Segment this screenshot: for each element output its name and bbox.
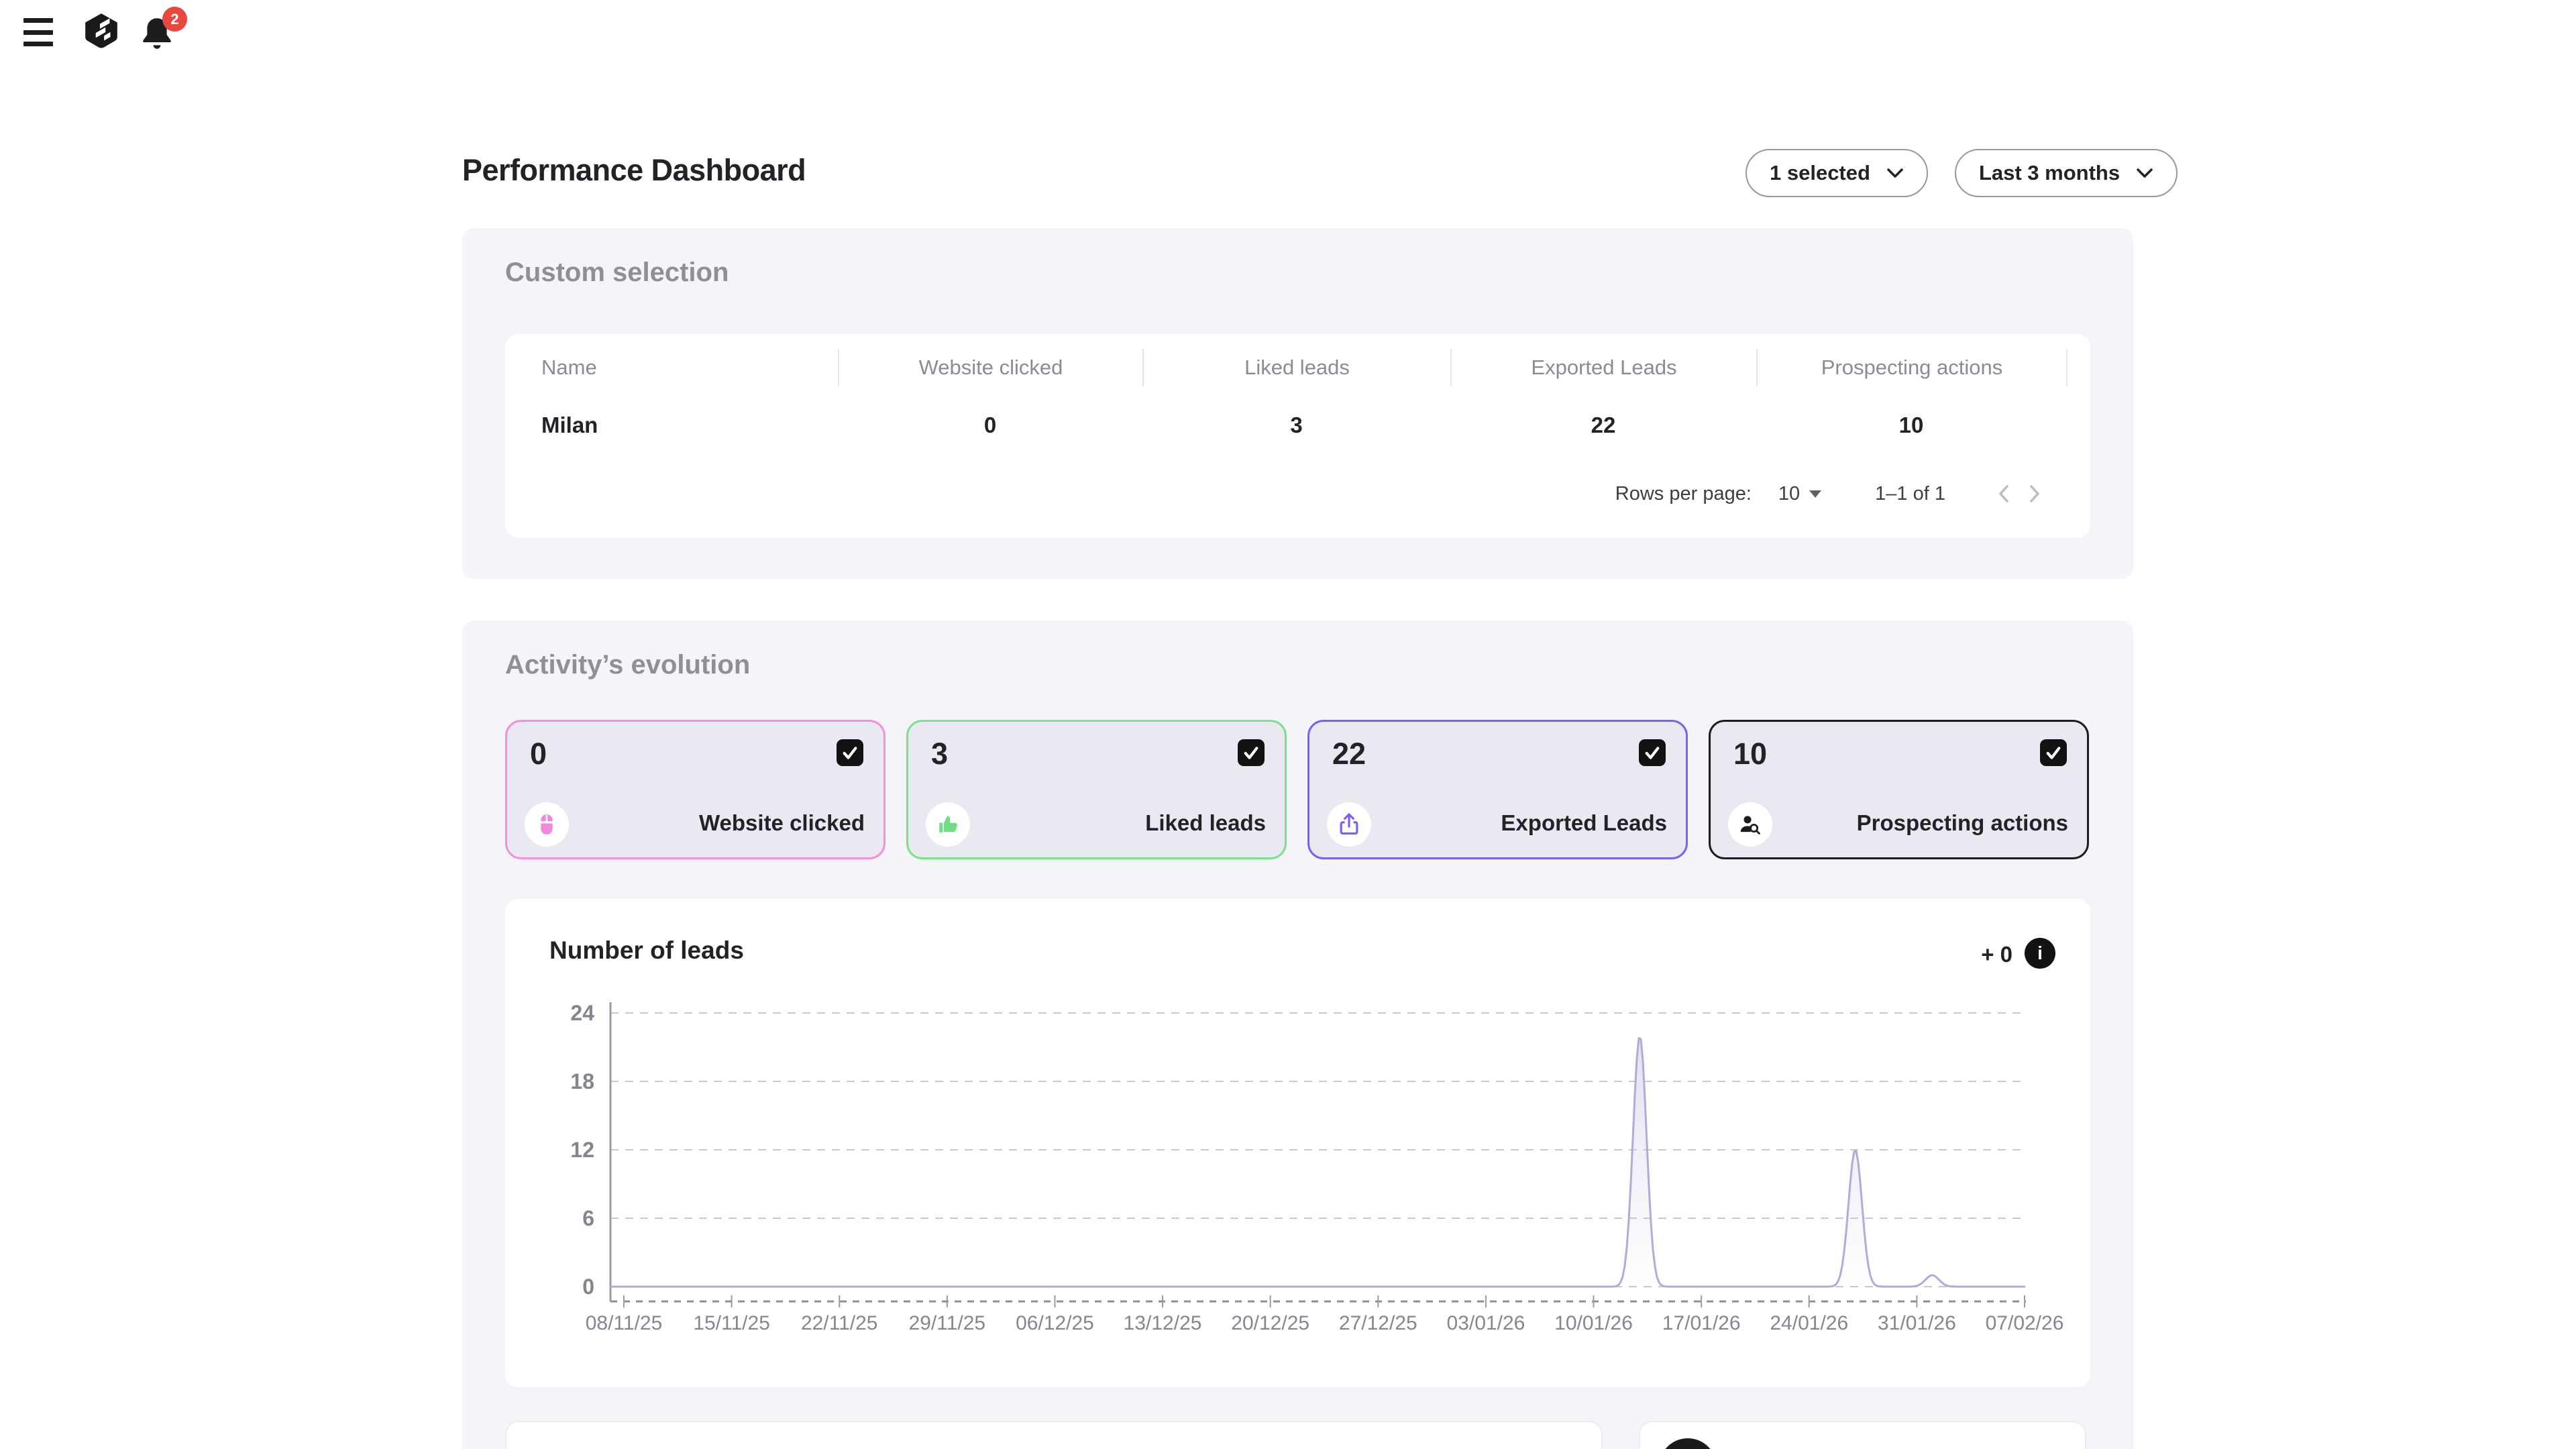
- custom-selection-panel: Custom selection Name Website clicked Li…: [462, 228, 2133, 579]
- activity-evolution-heading: Activity’s evolution: [505, 650, 750, 680]
- rows-per-page-value: 10: [1778, 483, 1800, 505]
- svg-text:24: 24: [570, 1001, 594, 1025]
- header-filters: 1 selected Last 3 months: [1746, 149, 2178, 197]
- thumbs-up-icon: [926, 802, 970, 847]
- svg-text:13/12/25: 13/12/25: [1124, 1312, 1202, 1334]
- page-title: Performance Dashboard: [462, 153, 806, 188]
- chevron-left-icon: [1993, 482, 2016, 505]
- app-logo-icon[interactable]: [83, 12, 119, 51]
- table-header-row: Name Website clicked Liked leads Exporte…: [505, 349, 2090, 386]
- svg-text:31/01/26: 31/01/26: [1878, 1312, 1956, 1334]
- notification-badge: 2: [162, 7, 187, 32]
- stat-value: 3: [931, 737, 948, 771]
- svg-text:07/02/26: 07/02/26: [1986, 1312, 2064, 1334]
- svg-text:08/11/25: 08/11/25: [586, 1312, 663, 1334]
- custom-selection-heading: Custom selection: [505, 258, 729, 288]
- svg-text:18: 18: [570, 1069, 594, 1093]
- stat-value: 0: [530, 737, 547, 771]
- stat-checkbox[interactable]: [2040, 739, 2067, 766]
- svg-text:6: 6: [582, 1206, 594, 1230]
- svg-text:10/01/26: 10/01/26: [1554, 1312, 1633, 1334]
- hamburger-bar: [23, 18, 53, 23]
- check-icon: [1241, 743, 1261, 763]
- stat-checkbox[interactable]: [1639, 739, 1666, 766]
- hamburger-menu-icon[interactable]: [23, 18, 53, 46]
- stat-checkbox[interactable]: [1238, 739, 1265, 766]
- svg-text:0: 0: [582, 1275, 594, 1299]
- chevron-down-icon: [2136, 168, 2153, 178]
- check-icon: [2043, 743, 2063, 763]
- pagination-range: 1–1 of 1: [1875, 483, 1945, 505]
- stat-checkbox[interactable]: [837, 739, 863, 766]
- svg-text:06/12/25: 06/12/25: [1016, 1312, 1094, 1334]
- chart-title: Number of leads: [549, 936, 744, 965]
- stat-value: 22: [1332, 737, 1366, 771]
- avatar: [1659, 1438, 1717, 1449]
- svg-text:03/01/26: 03/01/26: [1447, 1312, 1525, 1334]
- number-of-leads-card: Number of leads + 0 i 0 6 12 18 24 08/11/25 15…: [505, 899, 2090, 1387]
- cell-prospecting-actions: 10: [1756, 404, 2066, 447]
- person-search-icon: [1728, 802, 1772, 847]
- cell-exported-leads: 22: [1450, 404, 1756, 447]
- cell-website-clicked: 0: [838, 404, 1142, 447]
- stat-label: Exported Leads: [1501, 810, 1667, 836]
- date-range-label: Last 3 months: [1979, 161, 2120, 185]
- column-header-liked-leads: Liked leads: [1142, 349, 1450, 386]
- stat-card-exported-leads[interactable]: 22 Exported Leads: [1307, 720, 1688, 859]
- notifications-button[interactable]: 2: [138, 15, 176, 54]
- table-pagination: Rows per page: 10 1–1 of 1: [1615, 479, 2049, 508]
- stat-value: 10: [1733, 737, 1767, 771]
- mouse-icon: [525, 802, 569, 847]
- chevron-right-icon: [2023, 482, 2045, 505]
- svg-text:22/11/25: 22/11/25: [801, 1312, 878, 1334]
- column-header-spacer: [2066, 349, 2090, 386]
- custom-selection-table: Name Website clicked Liked leads Exporte…: [505, 334, 2090, 538]
- column-header-name: Name: [505, 349, 838, 386]
- stat-label: Liked leads: [1145, 810, 1266, 836]
- svg-text:12: 12: [570, 1138, 594, 1162]
- chevron-down-icon: [1886, 168, 1904, 178]
- bottom-cards-row: [505, 1421, 2086, 1449]
- bottom-right-card: [1639, 1421, 2086, 1449]
- selection-filter-dropdown[interactable]: 1 selected: [1746, 149, 1928, 197]
- previous-page-button[interactable]: [1990, 479, 2019, 508]
- date-range-dropdown[interactable]: Last 3 months: [1955, 149, 2178, 197]
- svg-text:24/01/26: 24/01/26: [1770, 1312, 1848, 1334]
- topbar: 2: [0, 0, 2576, 74]
- stat-card-website-clicked[interactable]: 0 Website clicked: [505, 720, 885, 859]
- selection-filter-label: 1 selected: [1770, 161, 1870, 185]
- svg-text:15/11/25: 15/11/25: [693, 1312, 770, 1334]
- column-header-website-clicked: Website clicked: [838, 349, 1142, 386]
- next-page-button[interactable]: [2019, 479, 2049, 508]
- column-header-prospecting-actions: Prospecting actions: [1756, 349, 2066, 386]
- check-icon: [840, 743, 860, 763]
- stat-label: Prospecting actions: [1857, 810, 2068, 836]
- svg-text:29/11/25: 29/11/25: [909, 1312, 986, 1334]
- rows-per-page-label: Rows per page:: [1615, 483, 1752, 505]
- svg-text:20/12/25: 20/12/25: [1231, 1312, 1309, 1334]
- stat-label: Website clicked: [699, 810, 865, 836]
- stat-cards-row: 0 Website clicked 3: [505, 720, 2089, 859]
- select-arrow-icon: [1809, 490, 1821, 498]
- cell-spacer: [2066, 404, 2090, 447]
- hamburger-bar: [23, 30, 53, 35]
- info-icon[interactable]: i: [2025, 938, 2055, 969]
- export-icon: [1327, 802, 1371, 847]
- activity-evolution-panel: Activity’s evolution 0 Website clicked: [462, 621, 2133, 1449]
- page: 2 Performance Dashboard 1 selected Last …: [0, 0, 2576, 1449]
- column-header-exported-leads: Exported Leads: [1450, 349, 1756, 386]
- chart-delta-value: + 0: [1981, 942, 2012, 967]
- cell-name: Milan: [505, 404, 838, 447]
- check-icon: [1642, 743, 1662, 763]
- rows-per-page-select[interactable]: 10: [1774, 482, 1825, 506]
- cell-liked-leads: 3: [1142, 404, 1450, 447]
- leads-chart: 0 6 12 18 24 08/11/25 15/11/25 22/11/25 29/11/25…: [505, 993, 2090, 1368]
- hamburger-bar: [23, 42, 53, 46]
- svg-text:27/12/25: 27/12/25: [1339, 1312, 1417, 1334]
- table-row: Milan 0 3 22 10: [505, 404, 2090, 447]
- svg-text:17/01/26: 17/01/26: [1662, 1312, 1741, 1334]
- stat-card-liked-leads[interactable]: 3 Liked leads: [906, 720, 1287, 859]
- bottom-left-card: [505, 1421, 1603, 1449]
- stat-card-prospecting-actions[interactable]: 10 Prospecting actions: [1709, 720, 2089, 859]
